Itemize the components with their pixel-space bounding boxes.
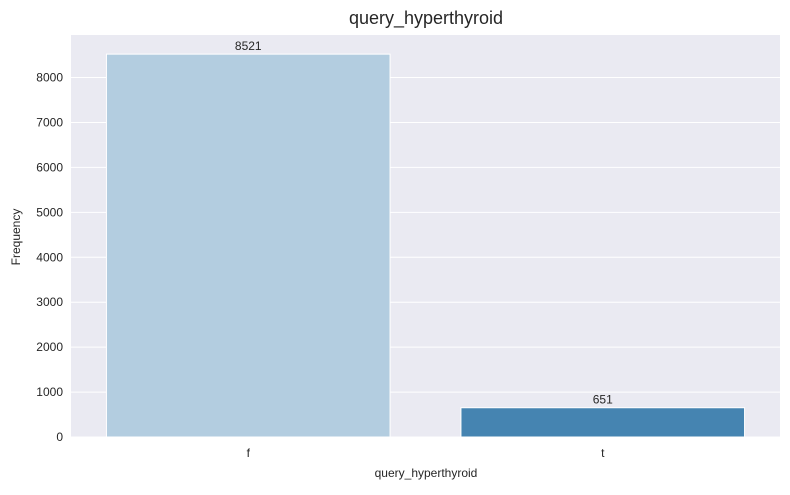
data-labels: 8521 651 (235, 39, 613, 407)
data-label: 8521 (235, 39, 262, 53)
y-tick-label: 6000 (36, 160, 63, 174)
bars (105, 53, 746, 438)
data-label: 651 (593, 393, 613, 407)
y-tick-label: 7000 (36, 115, 63, 129)
bar-f (105, 53, 391, 438)
x-tick-label: t (601, 446, 605, 460)
y-tick-label: 2000 (36, 340, 63, 354)
chart-title: query_hyperthyroid (349, 8, 503, 29)
y-tick-label: 3000 (36, 295, 63, 309)
bar-t (460, 407, 746, 438)
y-tick-label: 8000 (36, 71, 63, 85)
x-axis-label: query_hyperthyroid (375, 466, 478, 480)
y-tick-label: 0 (56, 430, 63, 444)
y-axis-label: Frequency (9, 209, 23, 266)
y-tick-label: 1000 (36, 385, 63, 399)
y-tick-label: 4000 (36, 250, 63, 264)
y-axis-ticks: 0 1000 2000 3000 4000 5000 6000 7000 8000 (36, 71, 63, 444)
y-tick-label: 5000 (36, 205, 63, 219)
x-tick-label: f (247, 446, 251, 460)
